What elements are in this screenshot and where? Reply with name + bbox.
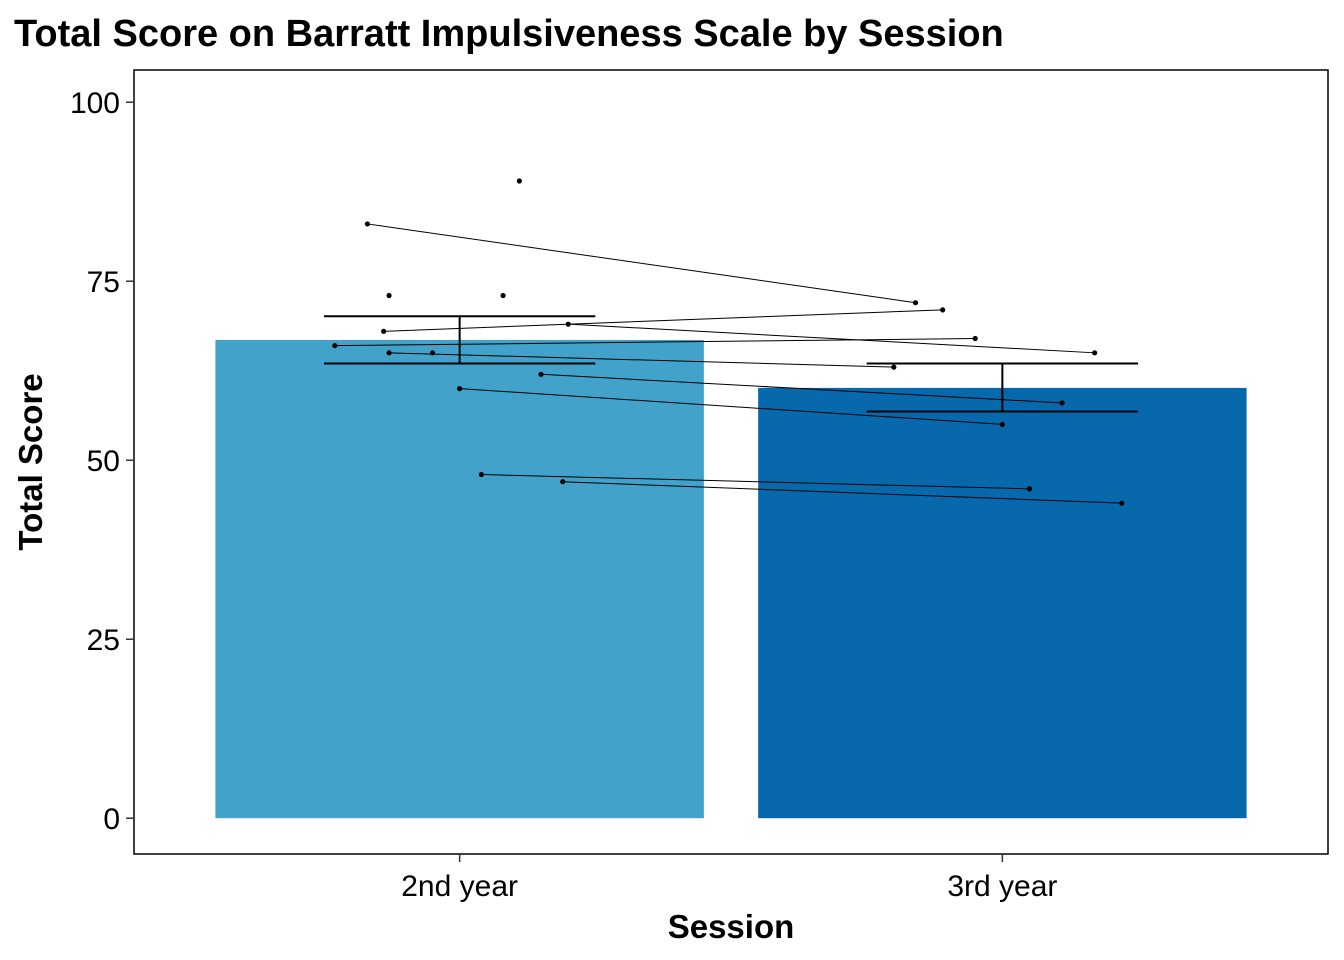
- y-axis-title: Total Score: [12, 373, 49, 550]
- data-point: [999, 421, 1005, 428]
- paired-line: [459, 388, 1003, 425]
- data-point: [940, 307, 946, 313]
- data-point: [386, 350, 392, 356]
- data-point: [381, 328, 387, 334]
- data-point: [478, 471, 484, 478]
- paired-line: [481, 474, 1030, 490]
- y-tick-label: 75: [87, 266, 120, 299]
- data-point: [1026, 486, 1033, 492]
- data-point: [912, 300, 919, 306]
- bar-1: [215, 339, 704, 819]
- error-bar-2: [866, 362, 1139, 413]
- data-point: [560, 479, 566, 485]
- plot-area: [215, 178, 1247, 819]
- error-bar-1: [323, 315, 596, 365]
- paired-line: [568, 323, 1095, 354]
- data-point: [429, 350, 436, 356]
- data-point: [891, 364, 897, 370]
- chart-title: Total Score on Barratt Impulsiveness Sca…: [14, 13, 1004, 55]
- data-point: [500, 292, 506, 299]
- y-tick-label: 25: [87, 624, 120, 657]
- y-tick-label: 50: [87, 445, 120, 478]
- y-tick-label: 100: [70, 87, 120, 120]
- data-point: [538, 371, 544, 377]
- data-point: [1119, 500, 1125, 506]
- y-tick-label: 0: [103, 803, 120, 836]
- x-tick-label: 3rd year: [947, 870, 1057, 903]
- x-tick-label: 2nd year: [401, 870, 518, 903]
- axes: 0 25 50 75 100 2nd year 3rd year: [70, 69, 1329, 903]
- paired-line: [389, 352, 894, 368]
- data-point: [1059, 400, 1065, 406]
- paired-line: [562, 481, 1122, 504]
- data-point: [1092, 350, 1098, 356]
- paired-line: [334, 337, 976, 347]
- data-point: [516, 178, 522, 184]
- paired-line: [383, 309, 943, 332]
- paired-line: [367, 223, 916, 304]
- bar-2: [758, 387, 1247, 819]
- paired-line: [541, 373, 1063, 404]
- data-point: [565, 321, 571, 327]
- data-point: [364, 221, 370, 227]
- data-point: [386, 292, 392, 299]
- data-point: [972, 335, 978, 342]
- x-axis-title: Session: [668, 908, 795, 945]
- data-point: [332, 343, 338, 349]
- data-point: [457, 386, 463, 392]
- plot-border: [133, 69, 1329, 855]
